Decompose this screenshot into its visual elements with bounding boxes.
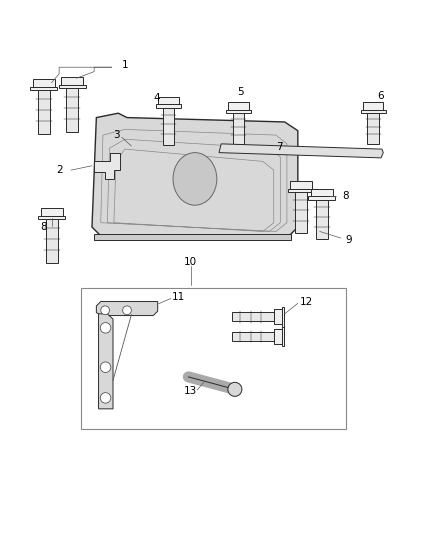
Ellipse shape	[173, 152, 217, 205]
Text: 2: 2	[56, 165, 63, 175]
Bar	[360, 110, 386, 113]
Text: 8: 8	[342, 191, 349, 201]
Text: 6: 6	[378, 91, 385, 101]
Circle shape	[228, 382, 242, 397]
Bar	[46, 219, 58, 263]
Bar	[59, 85, 86, 88]
Polygon shape	[92, 113, 298, 236]
Text: 9: 9	[345, 235, 352, 245]
Bar	[33, 79, 55, 87]
Bar	[163, 108, 174, 145]
Text: 7: 7	[276, 142, 283, 152]
Bar	[311, 189, 333, 197]
Text: 13: 13	[184, 386, 197, 397]
Bar	[156, 104, 181, 108]
Circle shape	[123, 306, 131, 314]
Text: 5: 5	[237, 87, 244, 97]
Polygon shape	[96, 302, 158, 316]
Circle shape	[100, 362, 111, 373]
Bar	[233, 113, 244, 144]
Polygon shape	[99, 314, 113, 409]
Bar	[295, 192, 307, 233]
Bar	[81, 288, 346, 429]
Bar	[38, 90, 50, 134]
Bar	[61, 77, 83, 85]
Circle shape	[101, 306, 110, 314]
Text: 8: 8	[40, 222, 47, 232]
Bar	[30, 87, 57, 90]
Polygon shape	[94, 152, 120, 179]
Bar	[274, 310, 282, 324]
Bar	[367, 113, 379, 143]
Bar	[290, 181, 312, 189]
Polygon shape	[219, 144, 383, 158]
Text: 4: 4	[153, 93, 160, 103]
Polygon shape	[94, 233, 291, 240]
Bar	[274, 329, 282, 344]
Bar	[308, 197, 336, 199]
Text: 1: 1	[121, 60, 128, 70]
Bar	[288, 189, 315, 192]
Bar	[316, 199, 328, 239]
Bar	[226, 110, 251, 113]
Bar	[38, 216, 65, 219]
Text: 11: 11	[172, 292, 185, 302]
Text: 12: 12	[300, 296, 313, 306]
Bar	[282, 327, 284, 346]
Text: 3: 3	[113, 130, 120, 140]
Circle shape	[100, 393, 111, 403]
Circle shape	[100, 322, 111, 333]
Bar	[159, 96, 179, 104]
Bar	[232, 312, 274, 321]
Bar	[282, 307, 284, 327]
Text: 10: 10	[184, 257, 197, 267]
Bar	[229, 102, 249, 110]
Bar	[363, 102, 383, 110]
Bar	[232, 332, 274, 341]
Bar	[41, 208, 63, 216]
Bar	[66, 88, 78, 132]
